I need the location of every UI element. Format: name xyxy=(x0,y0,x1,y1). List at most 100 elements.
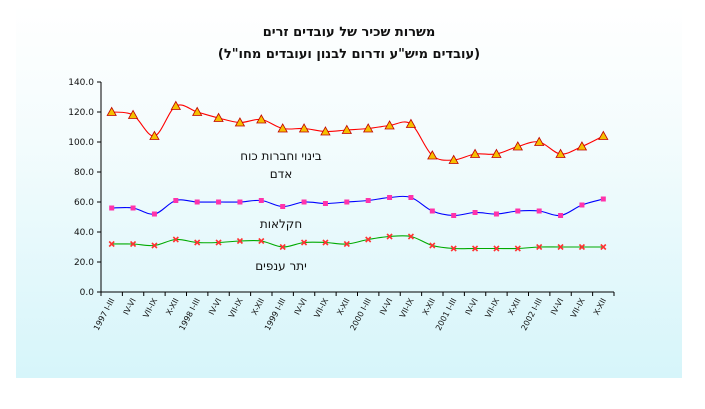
x-marker-stroke xyxy=(365,236,372,243)
x-marker-stroke xyxy=(343,240,350,248)
x-marker-stroke xyxy=(215,239,222,246)
construction-series-point xyxy=(469,148,481,158)
construction-series-point xyxy=(106,106,117,116)
line-chart: משרות שכיר של עובדים זרים (עובדים מיש"ע … xyxy=(68,25,615,332)
other-series-point xyxy=(514,245,521,252)
other-series-point xyxy=(129,240,137,248)
agriculture-series-point xyxy=(344,199,350,205)
construction-series-point xyxy=(234,117,246,127)
construction-series-point xyxy=(576,141,588,151)
other-series-point xyxy=(600,243,607,251)
construction-series-point xyxy=(298,123,310,133)
series-labels: בינוי וחברות כוח אדם חקלאות יתר ענפים xyxy=(240,149,322,273)
x-tick-label: VII-IX xyxy=(398,296,416,319)
agriculture-series-point xyxy=(194,199,200,205)
construction-series-point xyxy=(427,150,438,160)
x-marker-stroke xyxy=(471,245,479,252)
x-tick-label: X-XII xyxy=(421,297,437,317)
axes: 0.0 20.0 40.0 60.0 80.0 100.0 120.0 140.0 1997 I… xyxy=(68,78,615,332)
construction-series-point xyxy=(170,100,181,110)
other-series-point xyxy=(300,239,308,246)
x-tick-label: X-XII xyxy=(506,297,522,317)
x-marker-stroke xyxy=(514,245,521,252)
x-tick-label: IV-VI xyxy=(122,297,138,317)
construction-series-point xyxy=(405,118,417,128)
x-marker-stroke xyxy=(493,245,500,252)
construction-series-point xyxy=(213,112,224,122)
agriculture-series-point xyxy=(109,205,115,211)
construction-series-point xyxy=(149,130,160,140)
agriculture-series-point xyxy=(429,208,435,214)
agriculture-series-point xyxy=(408,195,414,200)
agriculture-series-point xyxy=(130,205,136,211)
x-marker-stroke xyxy=(578,243,586,251)
x-marker-stroke xyxy=(600,243,607,251)
agriculture-series-point xyxy=(173,198,179,203)
agriculture-series-point xyxy=(493,211,499,217)
x-marker-stroke xyxy=(172,236,179,243)
x-marker-stroke xyxy=(194,239,201,246)
other-series-point xyxy=(450,245,457,252)
series-layer xyxy=(106,100,609,252)
x-tick-label: VII-IX xyxy=(483,296,501,319)
agriculture-series-point xyxy=(600,196,606,202)
agriculture-series-point xyxy=(322,201,328,206)
x-tick-label: 1999 I-III xyxy=(263,297,287,332)
chart-subtitle: (עובדים מיש"ע ודרום לבנון ועובדים מחו"ל) xyxy=(218,47,480,62)
agriculture-series-point xyxy=(151,211,157,217)
agriculture-series-point xyxy=(579,202,585,208)
construction-series-label: אדם xyxy=(270,167,293,181)
x-tick-label: VII-IX xyxy=(141,296,159,319)
x-marker-stroke xyxy=(557,243,564,251)
x-marker-stroke xyxy=(129,240,137,248)
construction-series-point xyxy=(192,106,203,116)
y-tick-label: 60.0 xyxy=(74,198,94,208)
agriculture-series-point xyxy=(258,198,264,203)
other-series-point xyxy=(578,243,586,251)
agriculture-series xyxy=(109,195,606,218)
agriculture-series-line xyxy=(111,195,604,217)
x-tick-label: 1998 I-III xyxy=(177,297,201,332)
other-series-point xyxy=(172,236,179,243)
construction-series-point xyxy=(320,126,331,136)
other-series-point xyxy=(343,240,350,248)
other-series-point xyxy=(236,237,244,245)
other-series-point xyxy=(151,242,158,249)
chart-panel: משרות שכיר של עובדים זרים (עובדים מיש"ע … xyxy=(16,4,682,378)
other-series-point xyxy=(536,243,543,251)
construction-series-label: בינוי וחברות כוח xyxy=(240,149,322,163)
agriculture-series-point xyxy=(515,208,521,214)
x-tick-label: IV-VI xyxy=(207,297,223,317)
x-tick-label: 2002 I-III xyxy=(519,297,543,332)
x-tick-label: IV-VI xyxy=(464,297,480,317)
construction-series-point xyxy=(363,123,374,133)
construction-series-point xyxy=(256,114,267,124)
construction-series-point xyxy=(448,154,459,164)
other-series-point xyxy=(493,245,500,252)
construction-series-point xyxy=(491,148,502,158)
agriculture-series-point xyxy=(301,199,307,205)
x-marker-stroke xyxy=(108,240,115,248)
construction-series-point xyxy=(277,123,288,133)
x-tick-label: 2001 I-III xyxy=(434,297,458,332)
x-marker-stroke xyxy=(536,243,543,251)
construction-series-point xyxy=(341,124,352,134)
x-tick-label: IV-VI xyxy=(378,297,394,317)
other-series-point xyxy=(279,243,286,251)
agriculture-series-point xyxy=(558,213,564,218)
agriculture-series-point xyxy=(387,195,393,200)
x-marker-stroke xyxy=(258,237,265,245)
construction-series-point xyxy=(384,120,395,130)
agriculture-series-label: חקלאות xyxy=(260,217,302,231)
construction-series-line xyxy=(111,104,604,161)
other-series-point xyxy=(429,242,436,249)
construction-series xyxy=(106,100,609,164)
y-tick-label: 20.0 xyxy=(74,258,94,268)
x-tick-label: X-XII xyxy=(592,297,608,317)
other-series-point xyxy=(365,236,372,243)
y-tick-label: 140.0 xyxy=(68,78,94,88)
x-marker-stroke xyxy=(300,239,308,246)
y-tick-label: 120.0 xyxy=(68,108,94,118)
x-tick-label: 1997 I-III xyxy=(92,297,116,332)
x-marker-stroke xyxy=(386,233,393,240)
